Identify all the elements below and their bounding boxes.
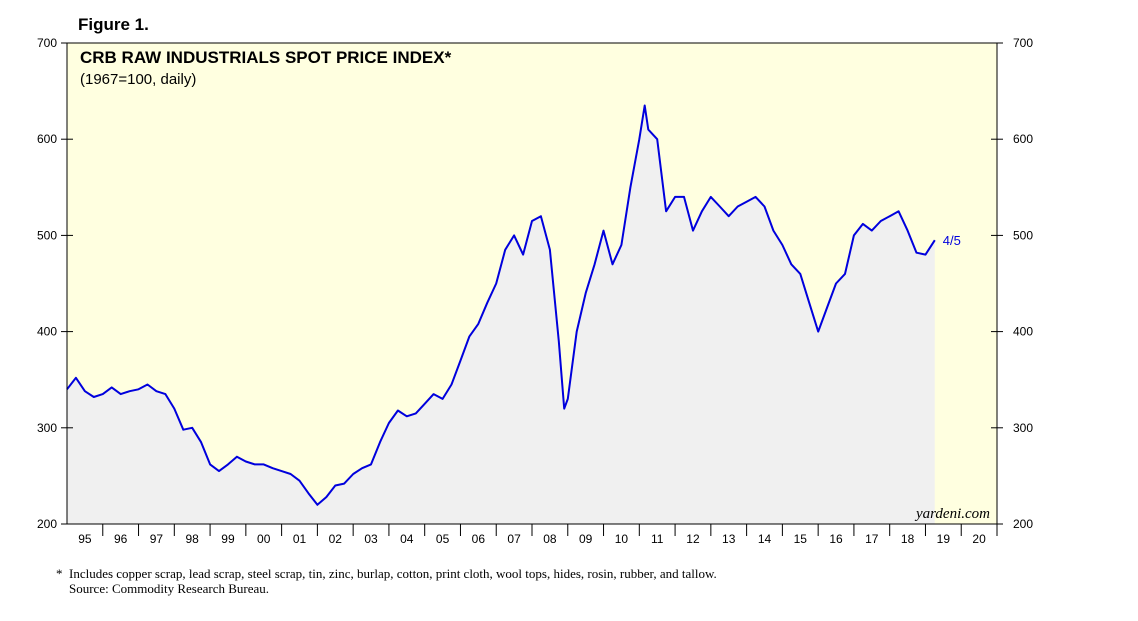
x-tick-label: 05 xyxy=(436,532,450,546)
x-tick-label: 95 xyxy=(78,532,92,546)
chart-title: CRB RAW INDUSTRIALS SPOT PRICE INDEX* xyxy=(80,48,452,67)
x-tick-label: 96 xyxy=(114,532,128,546)
y-tick-label: 300 xyxy=(37,421,57,435)
x-tick-label: 12 xyxy=(686,532,700,546)
x-tick-label: 16 xyxy=(829,532,843,546)
y-tick-label: 400 xyxy=(37,325,57,339)
x-tick-label: 03 xyxy=(364,532,378,546)
footnote-source: Source: Commodity Research Bureau. xyxy=(69,581,269,596)
x-tick-label: 02 xyxy=(329,532,343,546)
x-tick-label: 04 xyxy=(400,532,414,546)
y2-tick-label: 700 xyxy=(1013,36,1033,50)
x-tick-label: 11 xyxy=(651,532,664,546)
plot-layer: 4/5 xyxy=(66,104,961,524)
x-tick-label: 14 xyxy=(758,532,772,546)
x-tick-label: 18 xyxy=(901,532,915,546)
x-tick-label: 99 xyxy=(221,532,235,546)
x-tick-label: 15 xyxy=(794,532,808,546)
y2-tick-label: 400 xyxy=(1013,325,1033,339)
x-tick-label: 09 xyxy=(579,532,593,546)
x-tick-label: 97 xyxy=(150,532,164,546)
end-label: 4/5 xyxy=(943,233,961,248)
y-tick-label: 700 xyxy=(37,36,57,50)
x-tick-label: 01 xyxy=(293,532,307,546)
x-tick-label: 17 xyxy=(865,532,879,546)
y-tick-label: 500 xyxy=(37,228,57,242)
x-tick-label: 07 xyxy=(507,532,521,546)
x-tick-label: 00 xyxy=(257,532,271,546)
x-tick-label: 08 xyxy=(543,532,557,546)
y2-tick-label: 200 xyxy=(1013,517,1033,531)
area xyxy=(67,105,935,524)
y2-tick-label: 500 xyxy=(1013,228,1033,242)
footnote-marker: * xyxy=(56,566,63,581)
chart-subtitle: (1967=100, daily) xyxy=(80,71,196,88)
x-tick-label: 98 xyxy=(186,532,200,546)
x-tick-label: 10 xyxy=(615,532,629,546)
x-tick-label: 06 xyxy=(472,532,486,546)
x-tick-label: 13 xyxy=(722,532,736,546)
y-tick-label: 600 xyxy=(37,132,57,146)
y2-tick-label: 600 xyxy=(1013,132,1033,146)
line xyxy=(66,104,936,506)
footnote-text: Includes copper scrap, lead scrap, steel… xyxy=(69,566,717,581)
x-tick-label: 20 xyxy=(972,532,986,546)
figure-label: Figure 1. xyxy=(78,15,149,34)
x-tick-label: 19 xyxy=(937,532,951,546)
watermark: yardeni.com xyxy=(914,506,990,522)
y-tick-label: 200 xyxy=(37,517,57,531)
y2-tick-label: 300 xyxy=(1013,421,1033,435)
